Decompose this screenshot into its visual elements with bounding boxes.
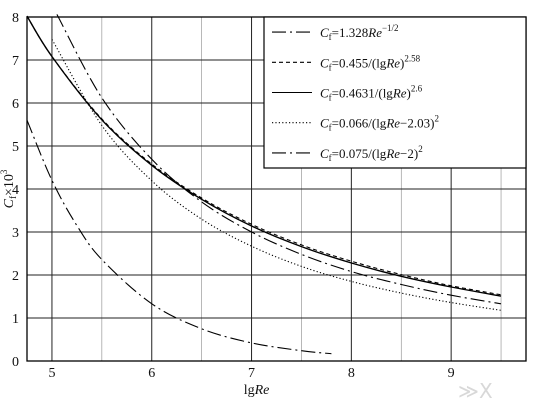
legend-label-4: Cf=0.066/(lgRe−2.03)2 — [320, 114, 439, 133]
y-tick-label: 7 — [12, 54, 19, 69]
series-lines — [26, 14, 502, 355]
y-tick-label: 3 — [12, 226, 19, 241]
legend-label-5: Cf=0.075/(lgRe−2)2 — [320, 144, 423, 163]
legend-label-2: Cf=0.455/(lgRe)2.58 — [320, 53, 421, 72]
x-axis-label: lgRe — [244, 383, 270, 398]
series-line-3 — [26, 15, 502, 297]
series-line-1 — [26, 119, 332, 355]
y-tick-label: 2 — [12, 269, 19, 284]
y-tick-labels: 0 1 2 3 4 5 6 7 8 — [12, 11, 19, 370]
legend-label-1: Cf=1.328Re−1/2 — [320, 23, 399, 42]
x-tick-label: 7 — [248, 366, 255, 381]
x-tick-label: 9 — [448, 366, 455, 381]
y-tick-label: 5 — [12, 140, 19, 155]
y-tick-label: 6 — [12, 97, 19, 112]
y-tick-label: 0 — [12, 355, 19, 370]
x-tick-label: 6 — [148, 366, 155, 381]
x-tick-label: 5 — [48, 366, 55, 381]
y-tick-label: 8 — [12, 11, 19, 26]
y-axis-label: Cf×103 — [0, 169, 18, 208]
legend-label-3: Cf=0.4631/(lgRe)2.6 — [320, 84, 423, 103]
x-tick-label: 8 — [348, 366, 355, 381]
series-line-4 — [51, 39, 502, 311]
watermark: ≫X — [458, 379, 493, 403]
y-tick-label: 4 — [12, 183, 19, 198]
y-tick-label: 1 — [12, 312, 19, 327]
x-tick-labels: 5 6 7 8 9 — [48, 366, 454, 381]
legend: Cf=1.328Re−1/2 Cf=0.455/(lgRe)2.58 Cf=0.46… — [263, 16, 527, 169]
